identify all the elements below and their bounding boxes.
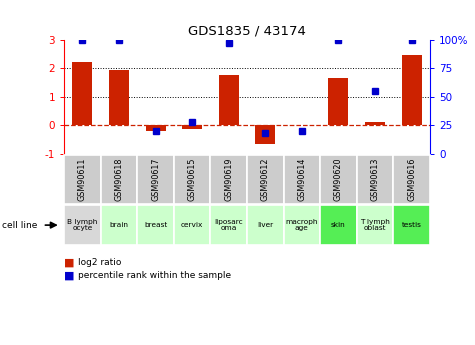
- Text: GSM90616: GSM90616: [407, 158, 416, 201]
- Bar: [182, 125, 202, 129]
- Text: breast: breast: [144, 222, 167, 228]
- Bar: [109, 70, 129, 125]
- Text: log2 ratio: log2 ratio: [78, 258, 122, 267]
- Text: GSM90612: GSM90612: [261, 158, 270, 201]
- Text: T lymph
oblast: T lymph oblast: [360, 219, 390, 231]
- Text: ■: ■: [64, 271, 75, 281]
- Text: B lymph
ocyte: B lymph ocyte: [67, 219, 97, 231]
- Bar: [210, 205, 247, 245]
- Text: ■: ■: [64, 257, 75, 267]
- Text: cell line: cell line: [2, 220, 38, 230]
- Bar: [247, 155, 284, 204]
- Bar: [401, 55, 422, 125]
- Text: GSM90619: GSM90619: [224, 158, 233, 201]
- Bar: [393, 205, 430, 245]
- Text: GSM90614: GSM90614: [297, 158, 306, 201]
- Text: brain: brain: [109, 222, 128, 228]
- Bar: [72, 62, 93, 125]
- Text: testis: testis: [402, 222, 421, 228]
- Bar: [320, 155, 357, 204]
- Bar: [174, 205, 210, 245]
- Bar: [247, 205, 284, 245]
- Text: skin: skin: [331, 222, 346, 228]
- Text: macroph
age: macroph age: [285, 219, 318, 231]
- Text: GSM90615: GSM90615: [188, 158, 197, 201]
- Text: GSM90620: GSM90620: [334, 158, 343, 201]
- Bar: [137, 205, 174, 245]
- Text: GSM90613: GSM90613: [370, 158, 380, 201]
- Bar: [64, 155, 101, 204]
- Bar: [284, 155, 320, 204]
- Bar: [365, 122, 385, 125]
- Bar: [64, 205, 101, 245]
- Bar: [174, 155, 210, 204]
- Bar: [218, 75, 239, 125]
- Text: GSM90617: GSM90617: [151, 158, 160, 201]
- Bar: [145, 125, 166, 131]
- Bar: [210, 155, 247, 204]
- Bar: [328, 78, 349, 125]
- Bar: [320, 205, 357, 245]
- Bar: [357, 155, 393, 204]
- Text: liposarc
oma: liposarc oma: [214, 219, 243, 231]
- Bar: [357, 205, 393, 245]
- Bar: [255, 125, 276, 144]
- Text: percentile rank within the sample: percentile rank within the sample: [78, 272, 231, 280]
- Bar: [101, 205, 137, 245]
- Text: GSM90618: GSM90618: [114, 158, 124, 201]
- Text: cervix: cervix: [181, 222, 203, 228]
- Text: GSM90611: GSM90611: [78, 158, 87, 201]
- Bar: [101, 155, 137, 204]
- Title: GDS1835 / 43174: GDS1835 / 43174: [188, 24, 306, 37]
- Bar: [393, 155, 430, 204]
- Bar: [284, 205, 320, 245]
- Text: liver: liver: [257, 222, 273, 228]
- Bar: [137, 155, 174, 204]
